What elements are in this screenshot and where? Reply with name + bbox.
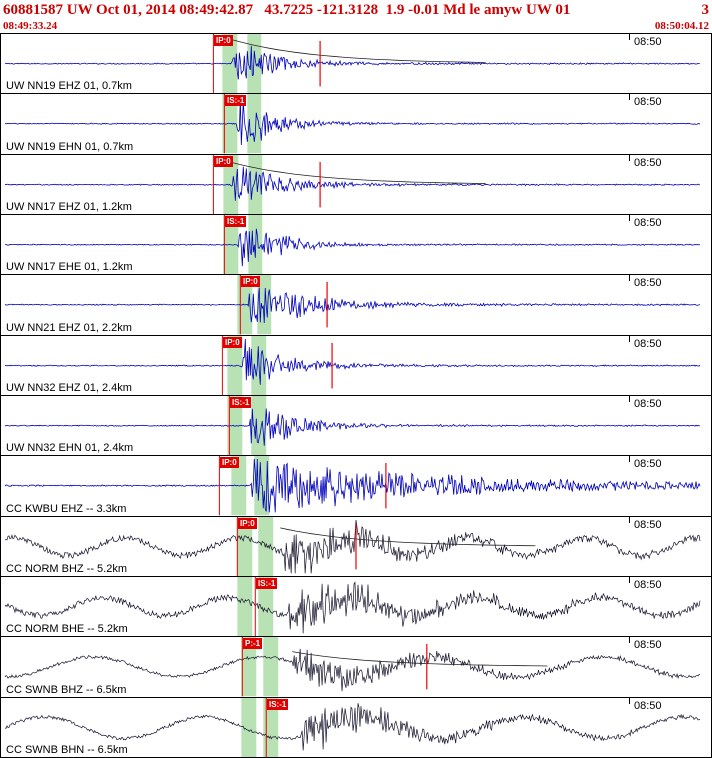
phase-pick-flag[interactable]: P:-1: [243, 638, 263, 650]
trace-row[interactable]: 08:50 IP:0 UW NN19 EHZ 01, 0.7km: [0, 33, 712, 95]
trace-row[interactable]: 08:50 P:-1 CC SWNB BHZ -- 6.5km: [0, 636, 712, 698]
trace-row[interactable]: 08:50 IS:-1 UW NN32 EHN 01, 2.4km: [0, 394, 712, 457]
waveform[interactable]: [1, 395, 711, 456]
phase-pick-flag[interactable]: IP:0: [220, 457, 239, 469]
time-label: 08:50: [634, 397, 662, 410]
time-tick: [629, 214, 630, 221]
trace-station-label: CC SWNB BHZ -- 6.5km: [6, 683, 127, 696]
phase-pick-flag[interactable]: IS:-1: [230, 396, 252, 408]
phase-pick-flag[interactable]: IS:-1: [256, 577, 278, 589]
time-tick: [629, 275, 630, 282]
time-tick: [629, 94, 630, 101]
trace-row[interactable]: 08:50 IS:-1 CC SWNB BHN -- 6.5km: [0, 696, 712, 758]
time-tick: [629, 154, 630, 161]
phase-pick-flag[interactable]: IP:0: [223, 336, 242, 348]
trace-row[interactable]: 08:50 IP:0 CC NORM BHZ -- 5.2km: [0, 515, 712, 577]
time-tick: [629, 456, 630, 463]
trace-station-label: CC SWNB BHN -- 6.5km: [6, 743, 128, 756]
time-tick: [629, 335, 630, 342]
phase-pick-flag[interactable]: IS:-1: [225, 215, 247, 227]
time-tick: [629, 395, 630, 402]
time-label: 08:50: [634, 699, 662, 712]
time-tick: [629, 516, 630, 523]
event-flag-count: 3: [701, 2, 710, 18]
time-label: 08:50: [634, 36, 662, 48]
trace-station-label: UW NN21 EHZ 01, 2.2km: [6, 321, 132, 334]
phase-pick-flag[interactable]: IP:0: [214, 155, 233, 167]
waveform[interactable]: [1, 275, 711, 335]
time-label: 08:50: [634, 458, 662, 471]
waveform[interactable]: [1, 637, 711, 697]
waveform[interactable]: [1, 516, 711, 576]
trace-station-label: UW NN19 EHN 01, 0.7km: [6, 140, 134, 153]
event-summary: 60881587 UW Oct 01, 2014 08:49:42.87 43.…: [3, 2, 571, 18]
waveform[interactable]: [1, 34, 711, 94]
header: 60881587 UW Oct 01, 2014 08:49:42.87 43.…: [0, 0, 712, 33]
trace-station-label: CC NORM BHZ -- 5.2km: [6, 562, 127, 575]
time-label: 08:50: [634, 518, 662, 531]
phase-pick-flag[interactable]: IP:0: [241, 276, 260, 288]
trace-station-label: UW NN32 EHZ 01, 2.4km: [6, 381, 132, 394]
waveform[interactable]: [1, 576, 711, 637]
time-label: 08:50: [634, 277, 662, 290]
phase-pick-flag[interactable]: IP:0: [238, 517, 257, 529]
phase-pick-flag[interactable]: IS:-1: [267, 698, 289, 710]
waveform[interactable]: [1, 214, 711, 275]
trace-panel-stack: 08:50 IP:0 UW NN19 EHZ 01, 0.7km 08:50 I…: [0, 33, 712, 758]
trace-station-label: UW NN19 EHZ 01, 0.7km: [6, 80, 132, 93]
phase-pick-flag[interactable]: IP:0: [214, 35, 233, 46]
waveform[interactable]: [1, 697, 711, 757]
trace-row[interactable]: 08:50 IS:-1 UW NN19 EHN 01, 0.7km: [0, 93, 712, 155]
time-tick: [629, 34, 630, 40]
time-label: 08:50: [634, 96, 662, 109]
trace-row[interactable]: 08:50 IP:0 UW NN17 EHZ 01, 1.2km: [0, 153, 712, 215]
waveform[interactable]: [1, 335, 711, 395]
window-start-time: 08:49:33.24: [3, 20, 58, 32]
trace-station-label: CC NORM BHE -- 5.2km: [6, 623, 128, 636]
waveform[interactable]: [1, 154, 711, 214]
trace-station-label: UW NN32 EHN 01, 2.4km: [6, 442, 134, 455]
waveform[interactable]: [1, 456, 711, 516]
trace-row[interactable]: 08:50 IS:-1 UW NN17 EHE 01, 1.2km: [0, 213, 712, 276]
trace-row[interactable]: 08:50 IP:0 CC KWBU EHZ -- 3.3km: [0, 455, 712, 517]
trace-row[interactable]: 08:50 IP:0 UW NN21 EHZ 01, 2.2km: [0, 274, 712, 336]
trace-row[interactable]: 08:50 IS:-1 CC NORM BHE -- 5.2km: [0, 575, 712, 638]
trace-station-label: UW NN17 EHZ 01, 1.2km: [6, 200, 132, 213]
trace-station-label: UW NN17 EHE 01, 1.2km: [6, 261, 133, 274]
waveform[interactable]: [1, 94, 711, 154]
trace-station-label: CC KWBU EHZ -- 3.3km: [6, 502, 127, 515]
event-title-line: 60881587 UW Oct 01, 2014 08:49:42.87 43.…: [3, 1, 709, 20]
time-label: 08:50: [634, 578, 662, 591]
time-label: 08:50: [634, 337, 662, 350]
trace-row[interactable]: 08:50 IP:0 UW NN32 EHZ 01, 2.4km: [0, 334, 712, 396]
time-tick: [629, 576, 630, 583]
window-end-time: 08:50:04.12: [654, 20, 709, 32]
time-tick: [629, 697, 630, 704]
phase-pick-flag[interactable]: IS:-1: [225, 95, 247, 107]
time-window-line: 08:49:33.24 08:50:04.12: [3, 20, 709, 33]
time-tick: [629, 637, 630, 644]
time-label: 08:50: [634, 156, 662, 169]
time-label: 08:50: [634, 639, 662, 652]
time-label: 08:50: [634, 216, 662, 229]
